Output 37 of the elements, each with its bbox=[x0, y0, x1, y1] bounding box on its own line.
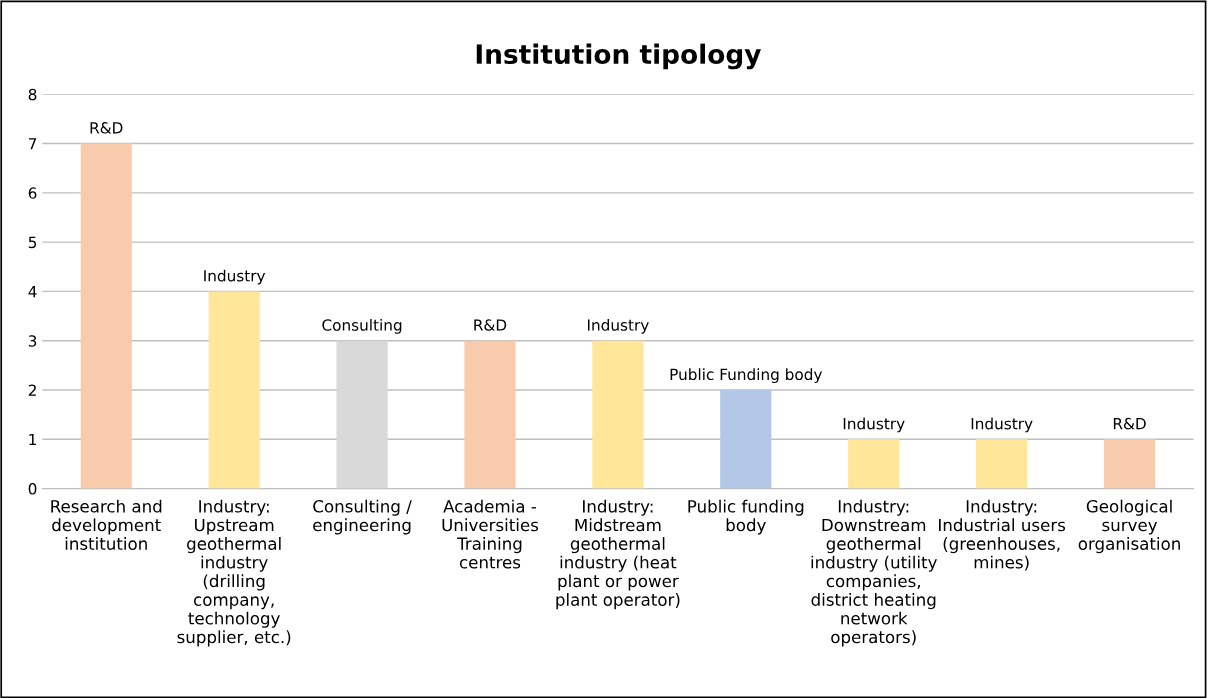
data-label: Industry bbox=[971, 417, 1033, 433]
x-tick-label: Industry: Downstream geothermal industry (utility companies, district heating network operators) bbox=[811, 499, 937, 647]
data-label: R&D bbox=[1113, 417, 1146, 430]
bar bbox=[208, 291, 260, 489]
x-tick-label: Research and development institution bbox=[51, 499, 162, 550]
y-tick-label: 7 bbox=[28, 138, 37, 150]
x-tick-label: Consulting / engineering bbox=[313, 499, 412, 535]
y-tick-label: 2 bbox=[28, 384, 36, 396]
x-tick-label: Industry: Midstream geothermal industry (heat plant or power plant operator) bbox=[556, 499, 680, 610]
y-tick-label: 3 bbox=[28, 335, 37, 347]
x-tick-label: Public funding body bbox=[688, 499, 804, 535]
data-label: R&D bbox=[90, 122, 123, 134]
bar bbox=[80, 143, 132, 489]
bar bbox=[464, 340, 516, 489]
bar bbox=[720, 390, 772, 489]
x-tick-label: Geological survey organisation bbox=[1078, 499, 1180, 554]
y-tick-label: 8 bbox=[28, 88, 37, 101]
x-tick-label: Academia - Universities Training centres bbox=[442, 499, 539, 569]
y-tick-label: 4 bbox=[28, 286, 37, 298]
data-label: Industry bbox=[843, 417, 905, 433]
data-label: R&D bbox=[474, 319, 507, 331]
data-label: Public Funding body bbox=[670, 368, 823, 384]
y-tick-label: 6 bbox=[28, 187, 37, 199]
y-tick-label: 1 bbox=[29, 433, 37, 446]
bar bbox=[1103, 439, 1156, 489]
x-tick-label: Industry: Industrial users (greenhouses, mines) bbox=[939, 499, 1066, 571]
data-label: Industry bbox=[587, 318, 649, 334]
bar bbox=[848, 439, 900, 489]
chart-title: Institution tipology bbox=[476, 43, 761, 70]
x-tick-label: Industry: Upstream geothermal industry (drilling company, technology supplier, etc.) bbox=[177, 499, 291, 647]
data-label: Industry bbox=[204, 269, 266, 285]
data-label: Consulting bbox=[322, 318, 402, 334]
bar bbox=[592, 340, 644, 489]
bar bbox=[336, 340, 388, 489]
y-tick-label: 0 bbox=[28, 483, 37, 495]
y-tick-label: 5 bbox=[28, 236, 37, 249]
bar bbox=[976, 439, 1028, 489]
